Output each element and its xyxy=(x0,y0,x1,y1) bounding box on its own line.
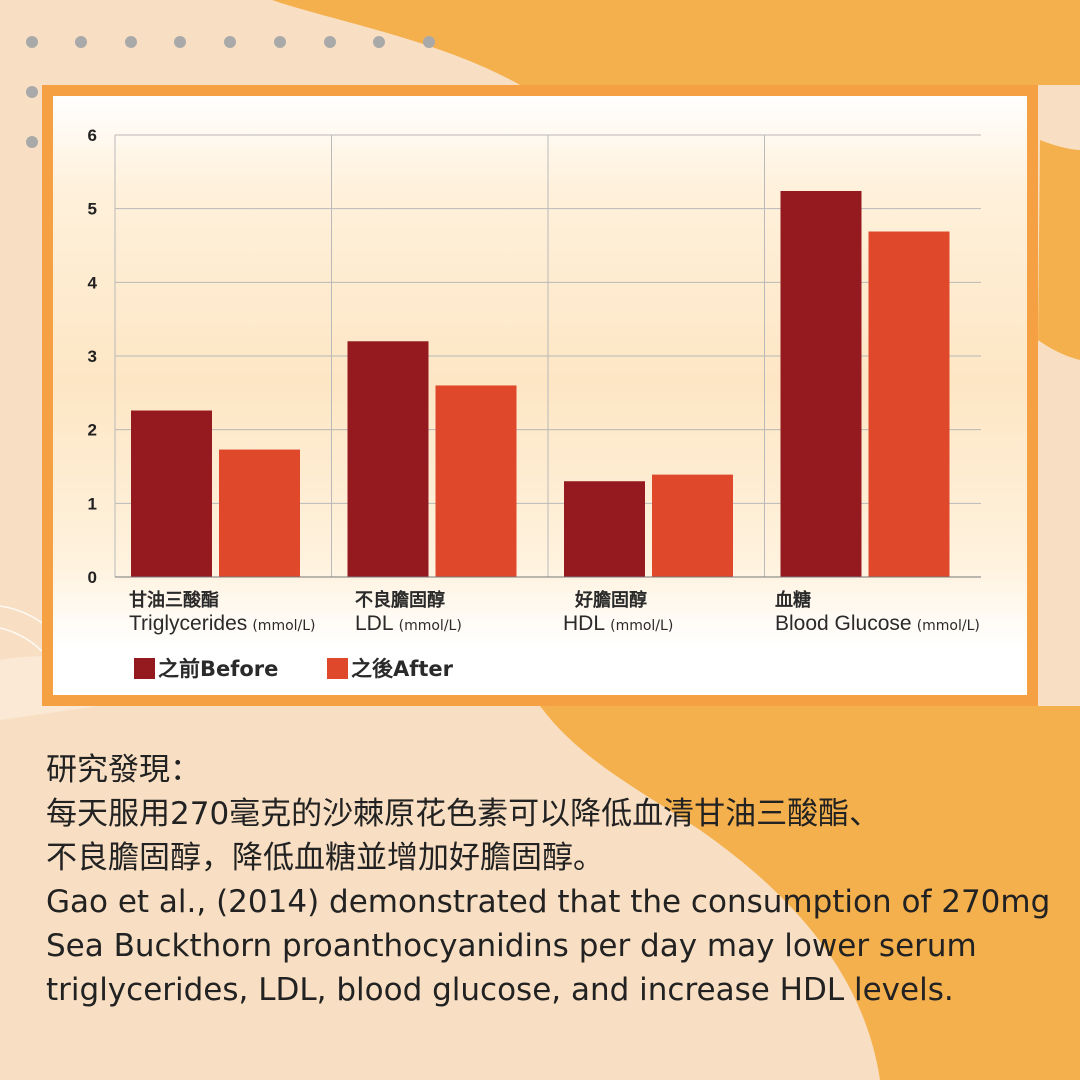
findings-line-en-2: Sea Buckthorn proanthocyanidins per day … xyxy=(46,928,977,964)
y-tick-label: 6 xyxy=(88,126,97,145)
dot xyxy=(125,36,137,48)
category-label-en: Blood Glucose xyxy=(775,611,912,635)
category-label-hdl: 好膽固醇 HDL (mmol/L) xyxy=(563,590,674,636)
bar-after xyxy=(868,231,950,577)
category-label-zh: 血糖 xyxy=(775,590,811,611)
findings-line-en-1: Gao et al., (2014) demonstrated that the… xyxy=(46,884,1051,920)
bar-after xyxy=(652,474,733,577)
category-label-triglycerides: 甘油三酸酯 Triglycerides (mmol/L) xyxy=(129,590,316,636)
category-label-zh: 好膽固醇 xyxy=(575,590,647,611)
bar-chart: 0 1 2 3 4 5 6 xyxy=(88,126,981,587)
dot xyxy=(75,36,87,48)
dot xyxy=(423,36,435,48)
y-tick-label: 4 xyxy=(88,273,98,292)
legend-swatch-before xyxy=(134,657,155,679)
findings-line-zh-2: 不良膽固醇，降低血糖並增加好膽固醇。 xyxy=(46,840,604,876)
study-findings-text: 研究發現： 每天服用270毫克的沙棘原花色素可以降低血清甘油三酸酯、 不良膽固醇… xyxy=(46,748,1051,1012)
orange-blob-right xyxy=(1038,140,1080,360)
y-tick-label: 0 xyxy=(88,568,97,587)
category-label-unit: (mmol/L) xyxy=(252,617,316,634)
bars xyxy=(131,190,950,577)
dot xyxy=(26,136,38,148)
y-tick-label: 5 xyxy=(88,200,97,219)
category-label-unit: (mmol/L) xyxy=(398,617,462,634)
dot xyxy=(26,86,38,98)
bar-before xyxy=(347,341,429,577)
category-label-unit: (mmol/L) xyxy=(610,617,674,634)
legend-label-after: 之後After xyxy=(351,657,454,681)
category-label-zh: 不良膽固醇 xyxy=(355,590,445,611)
orange-blob-top-right xyxy=(272,0,1080,85)
category-label-en: HDL xyxy=(563,611,606,635)
y-tick-label: 1 xyxy=(88,494,97,513)
category-label-en: LDL xyxy=(355,611,394,635)
dot xyxy=(274,36,286,48)
bar-before xyxy=(564,481,645,577)
bar-before xyxy=(131,410,212,577)
y-tick-label: 3 xyxy=(88,347,97,366)
category-label-en: Triglycerides xyxy=(129,611,248,635)
dot xyxy=(26,36,38,48)
legend-label-before: 之前Before xyxy=(158,657,279,681)
dot xyxy=(373,36,385,48)
chart-frame: 0 1 2 3 4 5 6 甘油三酸酯 Triglycerides (mmol/L) 不良膽… xyxy=(42,85,1038,706)
orange-blob-bottom xyxy=(540,706,1080,1080)
legend-swatch-after xyxy=(327,657,348,679)
bar-after xyxy=(219,449,300,577)
category-label-ldl: 不良膽固醇 LDL (mmol/L) xyxy=(355,590,462,636)
findings-line-zh-1: 每天服用270毫克的沙棘原花色素可以降低血清甘油三酸酯、 xyxy=(46,796,881,832)
findings-heading: 研究發現： xyxy=(46,752,201,788)
bar-before xyxy=(780,190,862,577)
category-label-zh: 甘油三酸酯 xyxy=(129,590,219,611)
y-tick-label: 2 xyxy=(88,421,97,440)
findings-line-en-3: triglycerides, LDL, blood glucose, and i… xyxy=(46,972,954,1008)
dot xyxy=(174,36,186,48)
bar-after xyxy=(435,385,517,577)
y-axis-ticks: 0 1 2 3 4 5 6 xyxy=(88,126,98,587)
dot xyxy=(224,36,236,48)
legend-item-before: 之前Before xyxy=(134,653,278,683)
dot xyxy=(324,36,336,48)
category-label-blood-glucose: 血糖 Blood Glucose (mmol/L) xyxy=(775,590,980,636)
legend-item-after: 之後After xyxy=(327,653,453,683)
category-label-unit: (mmol/L) xyxy=(916,617,980,634)
